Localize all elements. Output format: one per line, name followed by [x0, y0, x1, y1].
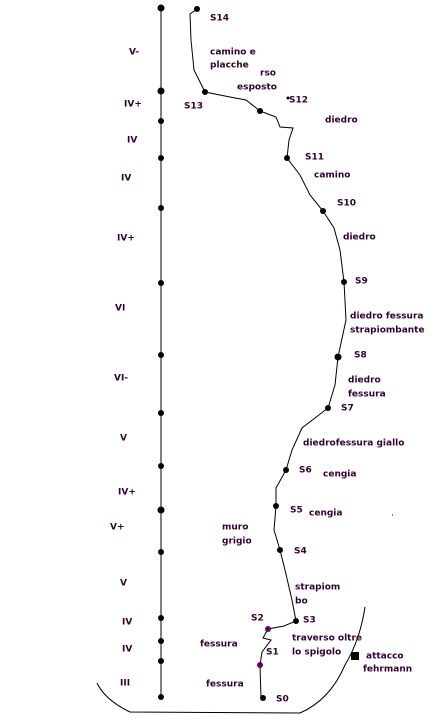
pitch-dot	[158, 118, 164, 124]
station-dot	[286, 96, 290, 100]
station-dot	[341, 279, 347, 285]
pitch-dot	[157, 4, 165, 12]
station-label: S14	[210, 14, 229, 24]
station-label: S7	[341, 404, 354, 414]
station-dot	[202, 89, 208, 95]
attacco-marker	[351, 652, 359, 660]
grade-label: IV+	[117, 234, 135, 244]
note: traverso oltre	[292, 634, 362, 644]
station-label: S4	[294, 547, 307, 557]
grade-label: IV	[121, 174, 131, 184]
station-dot	[277, 547, 283, 553]
note: attacco	[366, 652, 404, 662]
station-dot	[257, 108, 263, 114]
note: diedro fessura	[350, 312, 423, 322]
note: placche	[210, 61, 249, 71]
note: camino e	[210, 48, 256, 58]
note: strapiombante	[350, 326, 425, 336]
pitch-dot	[158, 638, 164, 644]
grade-label: VI	[115, 304, 125, 314]
note: rso	[260, 69, 276, 79]
station-label: S5	[290, 506, 303, 516]
pitch-dot	[158, 549, 164, 555]
station-label: S3	[303, 616, 316, 626]
note: diedro	[325, 116, 358, 126]
grade-label: V	[120, 434, 127, 444]
station-label: S8	[354, 351, 367, 361]
station-label: S13	[184, 102, 203, 112]
note: strapiom	[295, 583, 340, 593]
pitch-dot	[158, 658, 164, 664]
pitch-dot	[158, 352, 164, 358]
station-dot	[320, 208, 326, 214]
station-dot	[293, 618, 299, 624]
grade-label: V-	[129, 48, 139, 58]
station-label: S10	[337, 199, 356, 209]
pitch-dot	[158, 155, 164, 161]
pitch-dot	[158, 615, 164, 621]
grade-label: IV+	[118, 488, 136, 498]
grade-label: V	[120, 579, 127, 589]
note: fessura	[200, 640, 238, 650]
grade-label: IV	[122, 618, 132, 628]
note: fessura	[206, 680, 244, 690]
station-dot	[260, 695, 266, 701]
note: diedro	[348, 376, 381, 386]
station-dot	[257, 662, 263, 668]
grade-label: IV	[127, 136, 137, 146]
note: cengia	[323, 470, 356, 480]
station-dot	[283, 467, 289, 473]
grade-label: III	[120, 679, 130, 689]
station-label: S6	[299, 466, 312, 476]
station-dot	[284, 155, 290, 161]
pitch-dot	[157, 87, 165, 95]
station-label: S0	[276, 695, 289, 705]
note: muro	[222, 523, 248, 533]
pitch-dot	[158, 694, 164, 700]
note: grigio	[222, 537, 252, 547]
pitch-dot	[158, 410, 164, 416]
pitch-dot	[158, 280, 164, 286]
note: fehrmann	[363, 665, 412, 675]
station-dot	[334, 353, 342, 361]
pitch-dot	[158, 463, 164, 469]
grade-label: VI-	[114, 374, 128, 384]
note: fessura	[348, 390, 386, 400]
grade-label: IV	[122, 645, 132, 655]
note: esposto	[237, 83, 277, 93]
note: camino	[314, 171, 350, 181]
route	[189, 8, 347, 699]
station-label: S12	[289, 96, 308, 106]
grade-label: V+	[110, 523, 125, 533]
note: lo spigolo	[292, 648, 341, 658]
pitch-dot	[157, 506, 165, 514]
station-dot	[194, 6, 200, 12]
ground	[96, 606, 366, 714]
note: cengia	[309, 509, 342, 519]
grade-label: IV+	[124, 100, 142, 110]
station-label: S9	[355, 277, 368, 287]
station-dot	[273, 503, 279, 509]
note: diedrofessura giallo	[303, 439, 404, 449]
station-dot	[325, 405, 331, 411]
note: diedro	[343, 233, 376, 243]
station-label: S1	[266, 648, 279, 658]
station-label: S2	[251, 614, 264, 624]
station-dot	[265, 626, 271, 632]
station-label: S11	[305, 153, 324, 163]
pitch-dot	[158, 205, 164, 211]
note: bo	[295, 597, 308, 607]
